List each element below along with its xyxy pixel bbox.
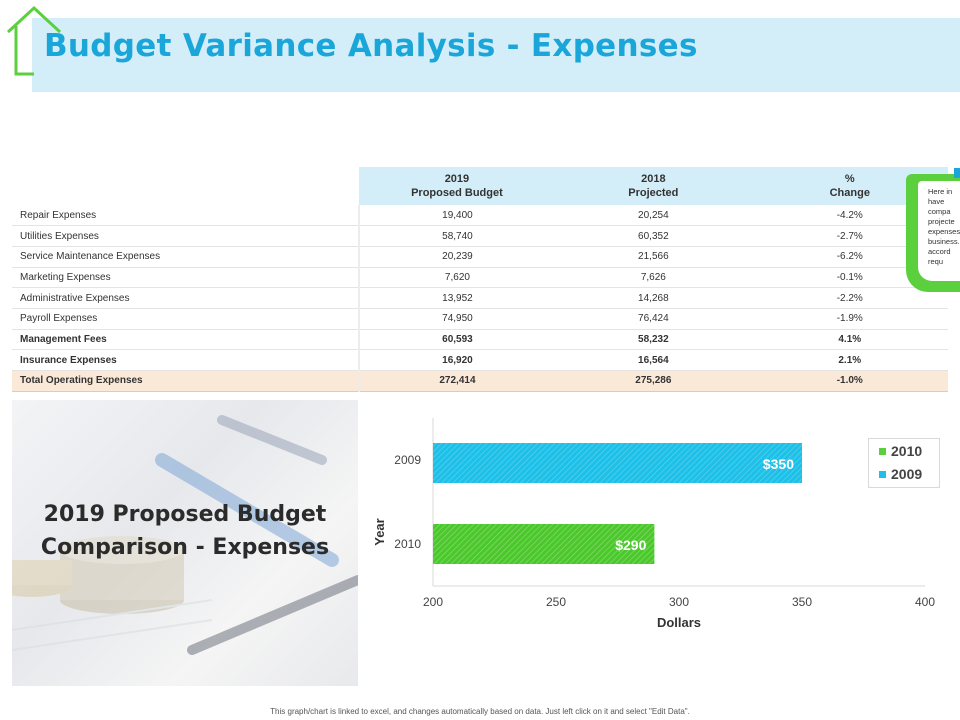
budget-table: 2019 Proposed Budget 2018 Projected % Ch…	[12, 167, 948, 392]
row-projected: 7,626	[555, 267, 752, 289]
header-line: Proposed Budget	[411, 187, 503, 199]
panel-title: 2019 Proposed Budget Comparison - Expens…	[12, 498, 358, 564]
total-label: Total Operating Expenses	[12, 370, 360, 392]
row-label: Service Maintenance Expenses	[12, 246, 360, 268]
y-tick-label: 2010	[394, 537, 421, 551]
header-line: 2019	[444, 173, 470, 185]
x-tick-label: 400	[915, 595, 935, 609]
row-budget: 7,620	[358, 267, 556, 289]
row-change: -6.2%	[751, 246, 948, 268]
bar-data-label: $290	[615, 537, 646, 553]
table-header-row: 2019 Proposed Budget 2018 Projected % Ch…	[12, 167, 948, 205]
row-projected: 16,564	[555, 349, 752, 371]
row-projected: 21,566	[555, 246, 752, 268]
header-line: %	[844, 173, 855, 185]
row-change: -1.9%	[751, 308, 948, 330]
row-change: -2.2%	[751, 287, 948, 309]
panel-title-line: Comparison - Expenses	[40, 535, 330, 560]
total-projected: 275,286	[555, 370, 752, 392]
row-label: Marketing Expenses	[12, 267, 360, 289]
table-row: Repair Expenses 19,400 20,254 -4.2%	[12, 205, 948, 227]
row-budget: 13,952	[358, 287, 556, 309]
row-budget: 20,239	[358, 246, 556, 268]
y-tick-label: 2009	[394, 453, 421, 467]
side-note-text: Here in have compa projecte expenses bus…	[918, 181, 960, 281]
legend-label-2010: 2010	[891, 443, 923, 459]
row-projected: 14,268	[555, 287, 752, 309]
bar-2010	[433, 524, 655, 564]
legend-swatch-2010	[879, 448, 886, 455]
house-icon	[6, 5, 62, 76]
table-row: Marketing Expenses 7,620 7,626 -0.1%	[12, 267, 948, 289]
row-change: 4.1%	[751, 329, 948, 351]
header-line: Projected	[628, 187, 679, 199]
row-projected: 58,232	[555, 329, 752, 351]
row-label: Payroll Expenses	[12, 308, 360, 330]
row-budget: 16,920	[358, 349, 556, 371]
x-tick-label: 200	[423, 595, 443, 609]
row-projected: 20,254	[555, 205, 752, 227]
table-row: Utilities Expenses 58,740 60,352 -2.7%	[12, 225, 948, 247]
table-row: Administrative Expenses 13,952 14,268 -2…	[12, 287, 948, 309]
side-note-corner	[954, 168, 960, 178]
row-label: Administrative Expenses	[12, 287, 360, 309]
table-header-blank	[12, 167, 359, 205]
x-axis-title: Dollars	[657, 615, 701, 630]
row-change: -0.1%	[751, 267, 948, 289]
table-row: Payroll Expenses 74,950 76,424 -1.9%	[12, 308, 948, 330]
x-tick-label: 300	[669, 595, 689, 609]
bar-2009	[433, 443, 802, 483]
row-budget: 60,593	[358, 329, 556, 351]
row-label: Insurance Expenses	[12, 349, 360, 371]
header-line: Change	[829, 187, 870, 199]
y-axis-title: Year	[372, 518, 387, 545]
header-line: 2018	[641, 173, 666, 185]
legend-swatch-2009	[879, 471, 886, 478]
table-header-projected: 2018 Projected	[555, 167, 752, 205]
footer-note: This graph/chart is linked to excel, and…	[270, 707, 690, 716]
row-budget: 58,740	[358, 225, 556, 247]
row-budget: 74,950	[358, 308, 556, 330]
table-row: Management Fees 60,593 58,232 4.1%	[12, 329, 948, 351]
row-label: Repair Expenses	[12, 205, 360, 227]
row-projected: 76,424	[555, 308, 752, 330]
x-tick-label: 250	[546, 595, 566, 609]
expense-bar-chart: 200 250 300 350 400 2009 $350 2010 $290 Dollars Ye…	[372, 418, 935, 630]
total-change: -1.0%	[751, 370, 948, 392]
legend-label-2009: 2009	[891, 466, 923, 482]
total-budget: 272,414	[358, 370, 556, 392]
photo-illustration	[12, 415, 358, 655]
title-band	[32, 18, 960, 92]
row-label: Utilities Expenses	[12, 225, 360, 247]
coins-pens-photo	[12, 400, 358, 686]
table-row: Insurance Expenses 16,920 16,564 2.1%	[12, 349, 948, 371]
table-header-budget: 2019 Proposed Budget	[358, 167, 556, 205]
panel-title-line: 2019 Proposed Budget	[43, 502, 327, 527]
row-change: -4.2%	[751, 205, 948, 227]
chart-legend: 2010 2009	[868, 438, 940, 488]
row-change: -2.7%	[751, 225, 948, 247]
row-change: 2.1%	[751, 349, 948, 371]
x-tick-label: 350	[792, 595, 812, 609]
row-projected: 60,352	[555, 225, 752, 247]
chart-plot-area: 200 250 300 350 400 2009 $350 2010 $290 Dollars Ye…	[372, 418, 935, 630]
page-title: Budget Variance Analysis - Expenses	[44, 28, 698, 64]
table-row: Service Maintenance Expenses 20,239 21,5…	[12, 246, 948, 268]
table-total-row: Total Operating Expenses 272,414 275,286…	[12, 370, 948, 392]
bar-data-label: $350	[763, 456, 794, 472]
row-label: Management Fees	[12, 329, 360, 351]
row-budget: 19,400	[358, 205, 556, 227]
